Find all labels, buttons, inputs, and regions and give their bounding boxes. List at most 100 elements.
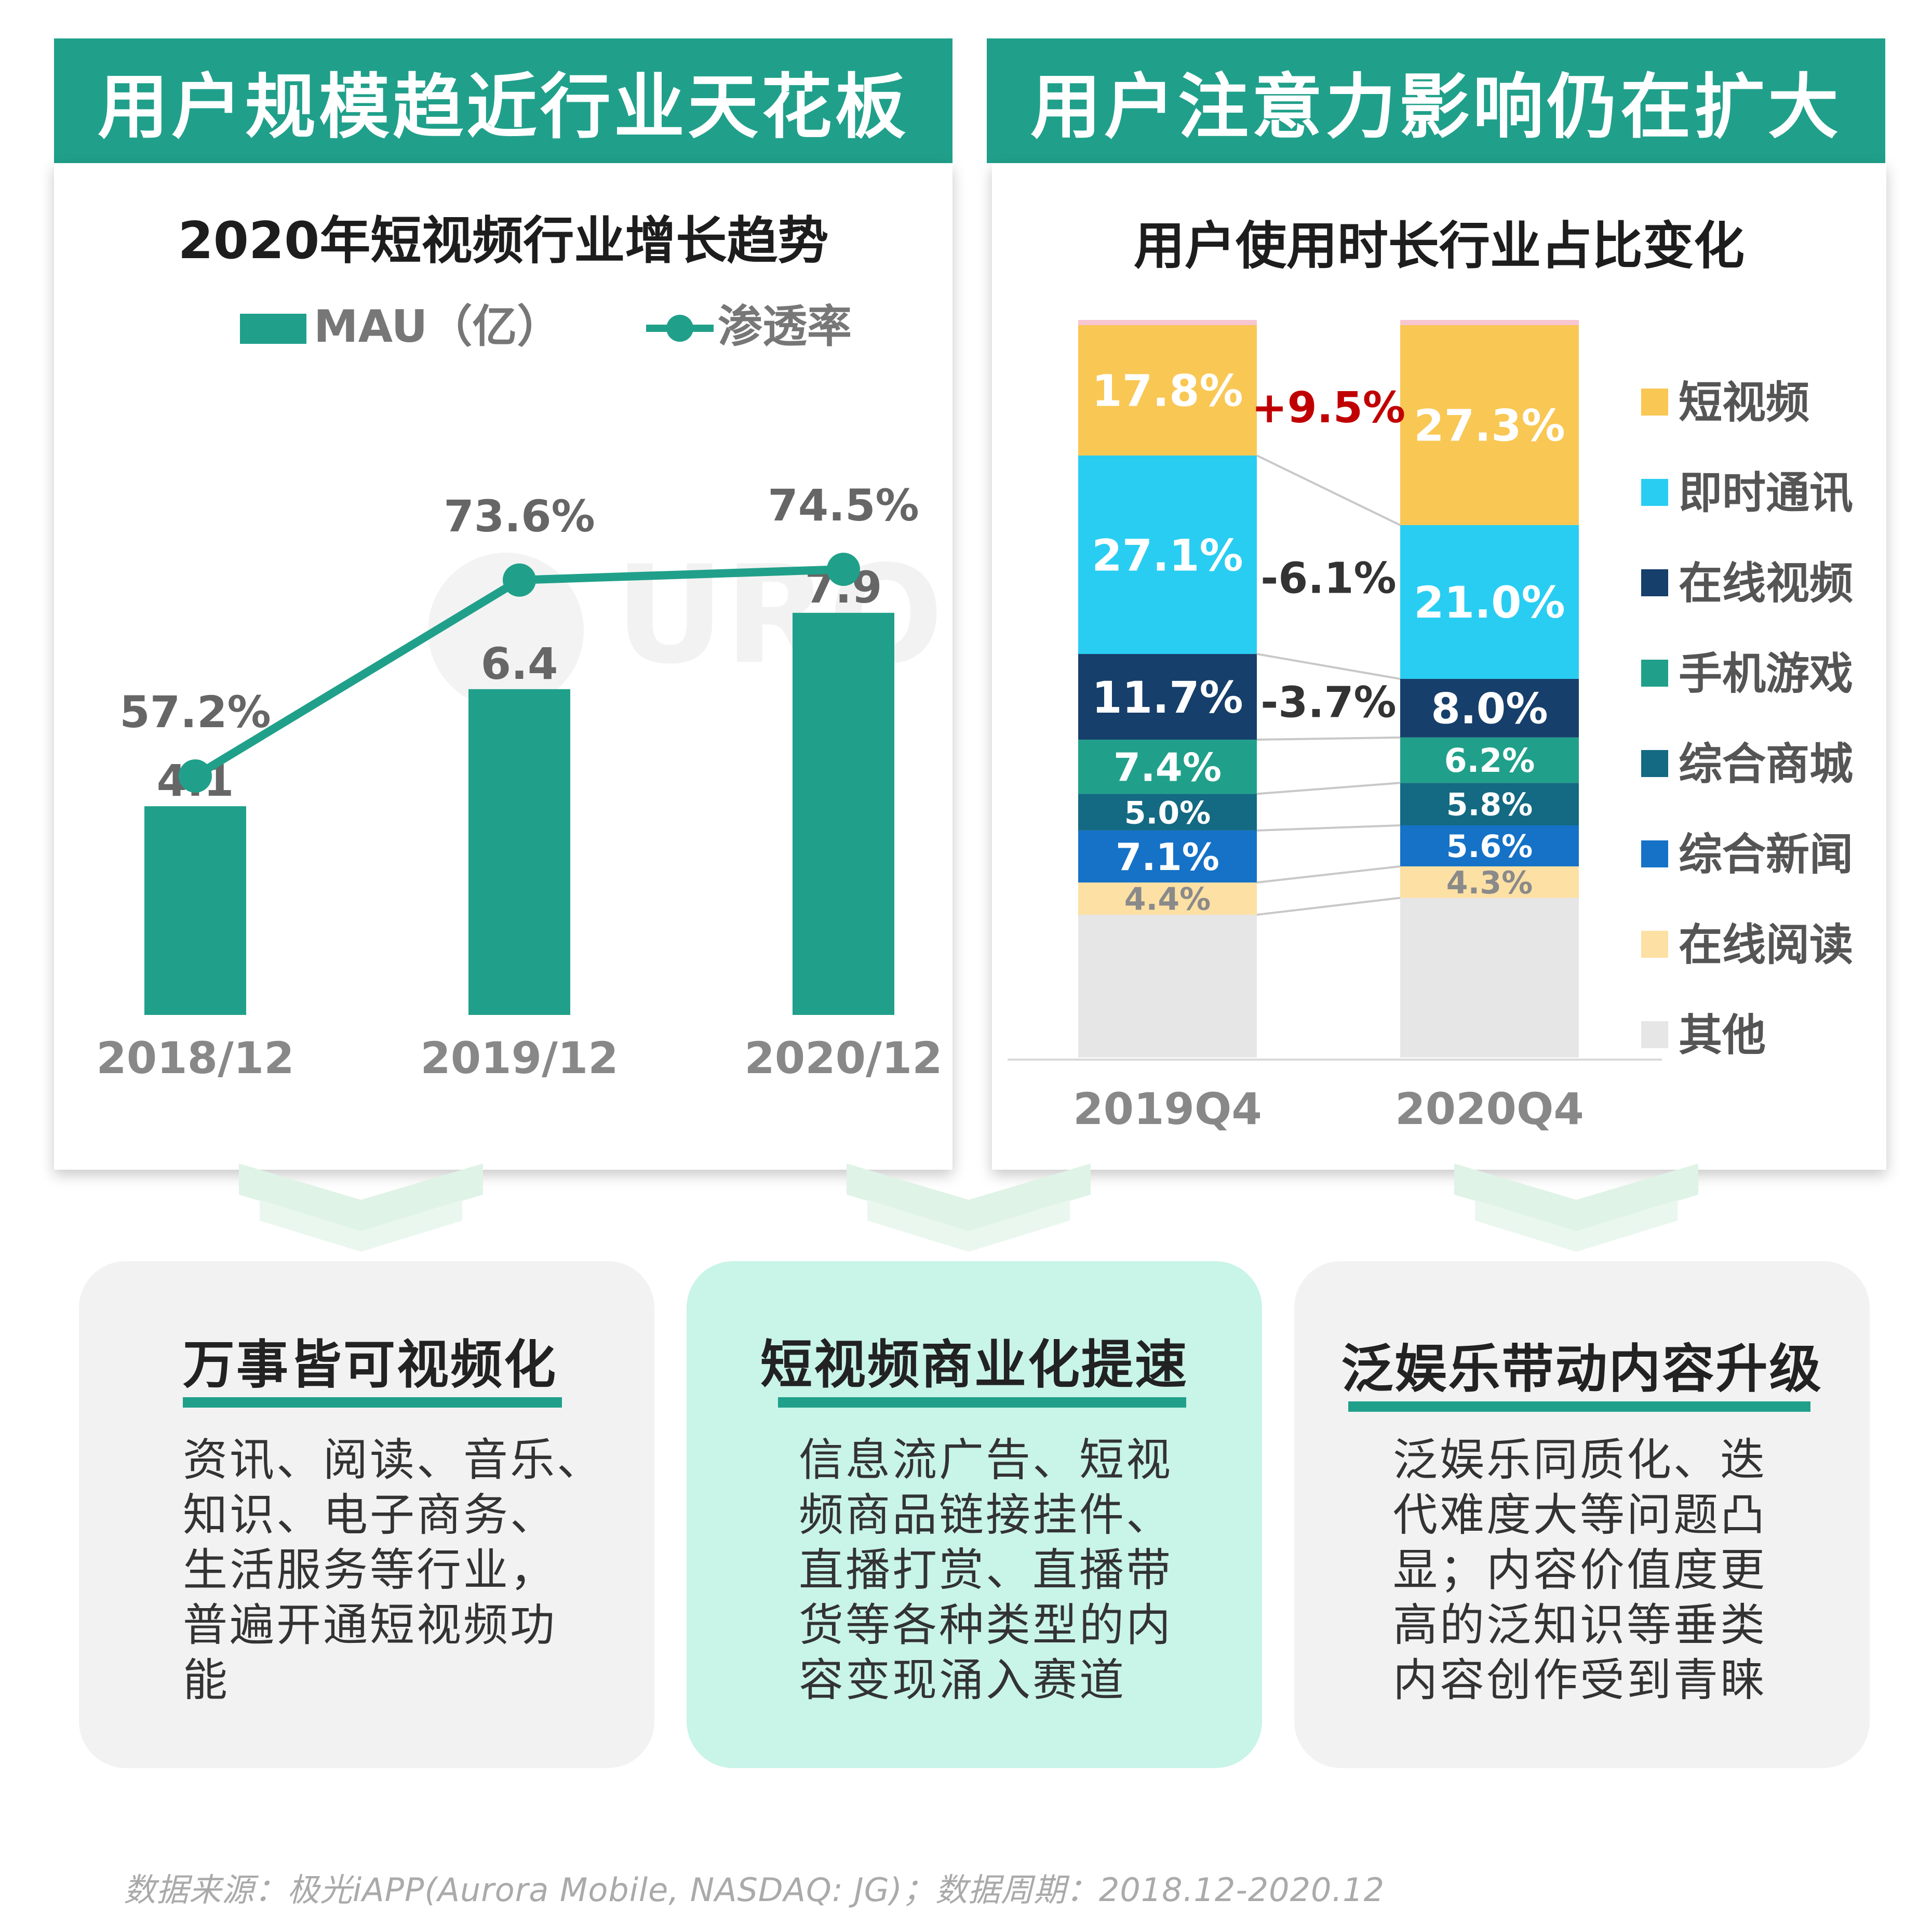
stack-value-label: 7.4% [1113,744,1222,790]
left-banner: 用户规模趋近行业天花板 [54,38,952,163]
connector-line [1256,865,1401,884]
delta-annotation: -3.7% [1260,678,1396,728]
card-line: 泛娱乐同质化、迭 [1393,1434,1767,1486]
connector-line [1256,653,1401,680]
stack-segment-即时通讯 [1400,525,1579,679]
card-line: 生活服务等行业， [183,1544,557,1596]
left-chart-panel: 2020年短视频行业增长趋势 URORA 极光 MAU（亿） 渗透率 4.120… [54,163,952,1170]
legend-swatch [1641,840,1668,867]
stack-value-label: 7.1% [1116,835,1219,879]
card-title: 泛娱乐带动内容升级 [1341,1339,1823,1399]
chevron-down-icon [847,1163,1091,1252]
delta-annotation: +9.5% [1252,383,1405,433]
card-title-underline [778,1397,1186,1408]
stack-segment-在线视频 [1400,679,1579,738]
watermark: URORA 极光 [428,537,952,708]
chevron-down-icon [1454,1163,1698,1252]
card-line: 普遍开通短视频功 [183,1599,557,1651]
penetration-value-label: 73.6% [444,491,595,542]
legend-label: 短视频 [1679,377,1809,428]
connector-line [1256,897,1401,916]
x-tick-label: 2020/12 [744,1033,942,1083]
stack-value-label: 11.7% [1092,672,1243,723]
card-body: 泛娱乐同质化、迭 代难度大等问题凸 显；内容价值度更 高的泛知识等垂类 内容创作… [1393,1433,1767,1708]
mau-value-label: 6.4 [481,638,558,689]
mau-bar [144,806,246,1015]
card-line: 资讯、阅读、音乐、 [183,1434,603,1486]
stack-value-label: 17.8% [1092,366,1243,417]
mau-bar [793,612,894,1015]
stack-value-label: 21.0% [1414,577,1565,628]
stack-segment-综合新闻 [1078,830,1257,883]
stack-segment-短视频 [1400,325,1579,525]
left-banner-text: 用户规模趋近行业天花板 [98,66,909,149]
stack-segment-在线阅读 [1400,866,1579,898]
connector-line [1256,824,1401,832]
card-title-underline [183,1397,562,1408]
legend-swatch [1641,750,1668,777]
connector-line [1256,782,1401,795]
legend-penetration-marker [666,315,693,342]
x-tick-label: 2020Q4 [1395,1083,1584,1134]
card-title-underline [1348,1401,1810,1412]
right-chart-panel: 用户使用时长行业占比变化 17.8% 27.1% 11.7% 7.4% 5.0% 7.1%… [992,163,1886,1170]
card-title: 短视频商业化提速 [760,1334,1188,1395]
stack-segment-其他 [1078,915,1257,1058]
card-video-everything: 万事皆可视频化 资讯、阅读、音乐、 知识、电子商务、 生活服务等行业， 普遍开通… [79,1261,654,1768]
legend-swatch [1641,479,1668,506]
card-title: 万事皆可视频化 [183,1334,557,1395]
card-line: 知识、电子商务、 [183,1489,557,1541]
mau-bar [468,689,570,1015]
legend-label: 在线视频 [1679,558,1853,609]
legend-mau-swatch [240,314,306,344]
card-line: 直播打赏、直播带 [799,1544,1173,1596]
card-line: 能 [183,1654,230,1706]
stack-segment-综合商城 [1078,794,1257,831]
x-tick-label: 2018/12 [96,1033,294,1083]
stack-segment-综合商城 [1400,783,1579,826]
legend-label: 综合商城 [1679,739,1853,790]
card-line: 容变现涌入赛道 [799,1654,1126,1706]
legend-swatch [1641,931,1668,958]
bar-top-cap [1078,320,1257,326]
stack-value-label: 5.0% [1124,795,1211,831]
stack-segment-手机游戏 [1400,737,1579,783]
stack-segment-短视频 [1078,325,1257,456]
right-banner-text: 用户注意力影响仍在扩大 [1030,66,1842,149]
penetration-marker [503,563,536,597]
legend-label: 手机游戏 [1679,648,1853,699]
stack-segment-其他 [1400,898,1579,1058]
legend-swatch [1641,660,1668,687]
bar-top-cap [1400,320,1579,326]
x-tick-label: 2019Q4 [1073,1083,1262,1134]
card-line: 内容创作受到青睐 [1393,1654,1767,1706]
right-chart-title: 用户使用时长行业占比变化 [1133,217,1745,276]
right-banner: 用户注意力影响仍在扩大 [987,38,1885,163]
card-body: 资讯、阅读、音乐、 知识、电子商务、 生活服务等行业， 普遍开通短视频功 能 [183,1433,603,1708]
legend-swatch [1641,389,1668,416]
stack-value-label: 27.3% [1414,400,1565,451]
stack-segment-手机游戏 [1078,740,1257,794]
stack-value-label: 27.1% [1092,530,1243,581]
card-line: 信息流广告、短视 [799,1434,1173,1486]
stack-value-label: 5.8% [1446,787,1533,823]
legend-label: 其他 [1679,1010,1766,1061]
card-line: 高的泛知识等垂类 [1393,1599,1767,1651]
connector-line [1256,454,1401,526]
mau-penetration-chart: URORA 极光 MAU（亿） 渗透率 4.12018/126.42019/12… [96,301,952,1083]
x-tick-label: 2019/12 [420,1033,618,1083]
delta-annotation: -6.1% [1260,554,1396,604]
chevron-down-icon [239,1163,483,1252]
svg-text:URORA 极光: URORA 极光 [615,537,952,694]
card-line: 频商品链接挂件、 [799,1489,1173,1541]
legend-mau-label: MAU（亿） [314,301,561,353]
stack-segment-综合新闻 [1400,825,1579,866]
card-content-upgrade: 泛娱乐带动内容升级 泛娱乐同质化、迭 代难度大等问题凸 显；内容价值度更 高的泛… [1294,1261,1870,1768]
legend-label: 在线阅读 [1679,919,1853,970]
stack-segment-即时通讯 [1078,455,1257,654]
card-body: 信息流广告、短视 频商品链接挂件、 直播打赏、直播带 货等各种类型的内 容变现涌… [799,1433,1173,1708]
legend-swatch [1641,1021,1668,1048]
left-chart-title: 2020年短视频行业增长趋势 [178,211,829,271]
stack-value-label: 4.3% [1446,865,1533,901]
stack-value-label: 5.6% [1446,828,1533,865]
